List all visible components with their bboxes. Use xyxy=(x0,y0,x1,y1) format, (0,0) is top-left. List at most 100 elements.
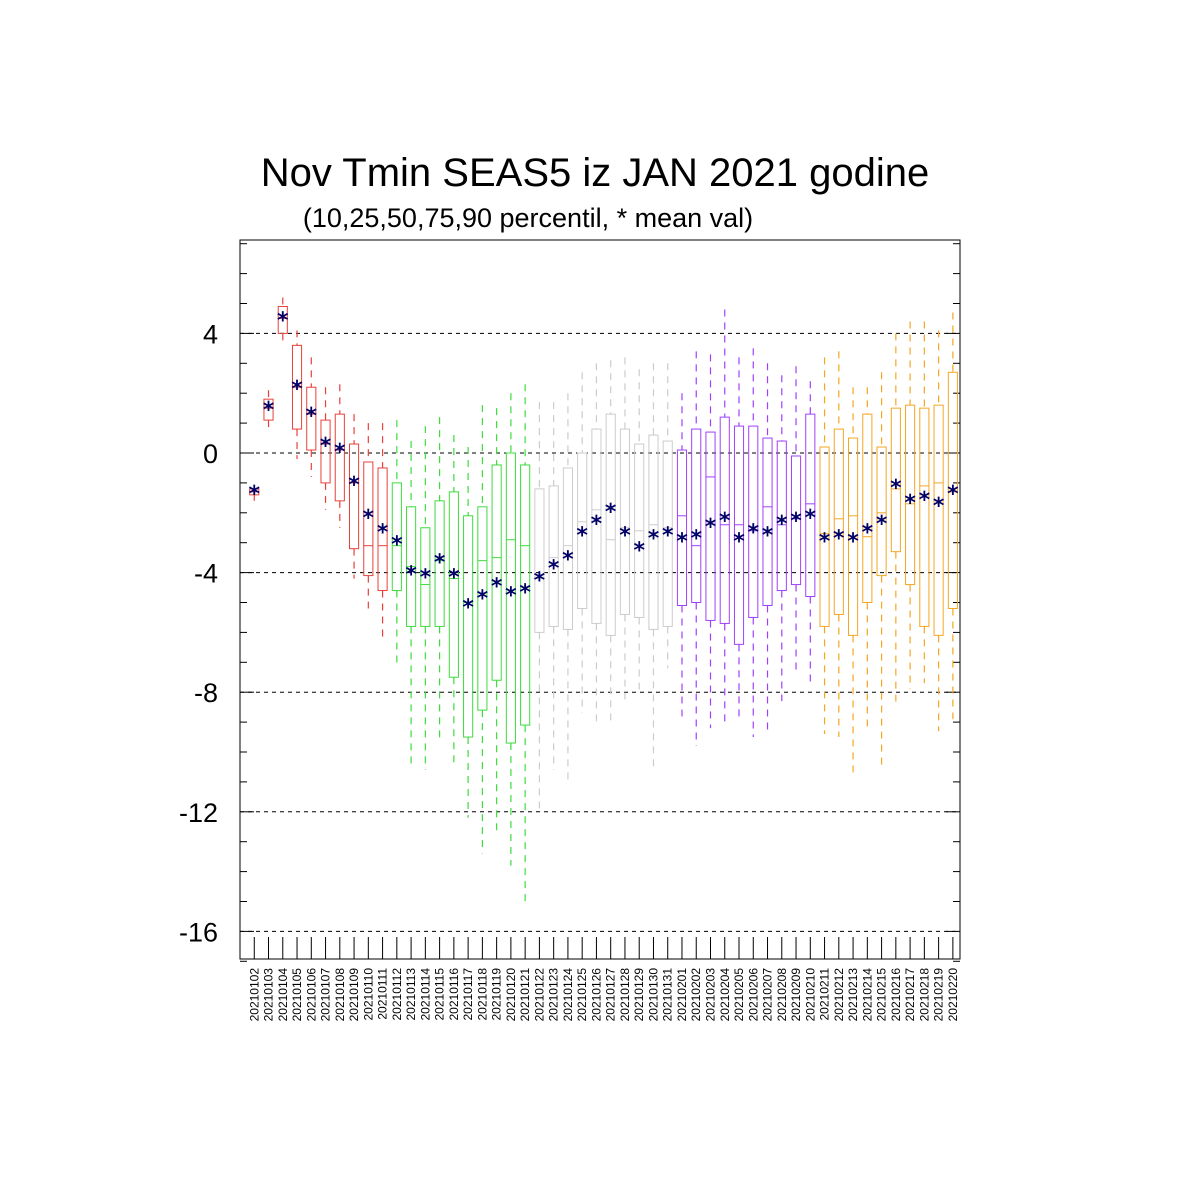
box xyxy=(862,413,873,603)
mean-marker: * xyxy=(919,488,931,513)
mean-marker: * xyxy=(363,506,375,531)
mean-marker: * xyxy=(947,482,959,507)
box xyxy=(619,428,631,615)
mean-marker: * xyxy=(904,491,916,516)
x-tick-label: 20210217 xyxy=(903,968,917,1022)
x-tick-label: 20210203 xyxy=(703,968,717,1022)
x-tick-label: 20210102 xyxy=(247,968,261,1022)
mean-marker: * xyxy=(576,524,588,549)
mean-marker: * xyxy=(819,530,831,555)
mean-marker: * xyxy=(434,551,446,576)
mean-marker: * xyxy=(548,557,560,582)
box xyxy=(933,404,944,636)
mean-marker: * xyxy=(633,539,645,564)
mean-markers: ****** **** ** **** * * * * * * ** * *** * * * * * ** * * * * *… xyxy=(248,308,959,620)
x-tick-label: 20210204 xyxy=(718,968,732,1022)
mean-marker: * xyxy=(705,515,717,540)
y-tick-label: -4 xyxy=(194,559,218,589)
box xyxy=(919,407,930,627)
box xyxy=(562,467,573,630)
mean-marker: * xyxy=(733,530,745,555)
x-tick-label: 20210109 xyxy=(347,968,361,1022)
chart-title: Nov Tmin SEAS5 iz JAN 2021 godine xyxy=(261,151,930,195)
x-tick-label: 20210116 xyxy=(447,968,461,1021)
mean-marker: * xyxy=(690,527,702,552)
mean-marker: * xyxy=(933,494,945,519)
x-tick-label: 20210202 xyxy=(689,968,703,1022)
x-tick-label: 20210108 xyxy=(333,968,347,1022)
y-tick-label: -12 xyxy=(179,798,218,828)
x-tick-label: 20210131 xyxy=(661,968,675,1022)
mean-marker: * xyxy=(334,440,346,465)
box xyxy=(505,452,516,744)
mean-marker: * xyxy=(562,548,574,573)
x-tick-label: 20210219 xyxy=(932,968,946,1022)
box xyxy=(848,437,859,636)
x-tick-label: 20210123 xyxy=(547,968,561,1022)
x-tick-label: 20210206 xyxy=(746,968,760,1022)
mean-marker: * xyxy=(320,434,332,459)
x-tick-label: 20210122 xyxy=(532,968,546,1022)
mean-marker: * xyxy=(448,566,460,591)
minor-ticks xyxy=(240,243,960,962)
box xyxy=(762,437,773,606)
x-tick-label: 20210205 xyxy=(732,968,746,1022)
box xyxy=(776,440,787,592)
mean-marker: * xyxy=(277,308,289,333)
x-tick-label: 20210118 xyxy=(475,968,489,1021)
box xyxy=(876,446,887,577)
box xyxy=(819,446,830,627)
y-tick-label: 4 xyxy=(203,319,218,349)
x-tick-label: 20210107 xyxy=(319,968,333,1022)
mean-marker: * xyxy=(762,524,774,549)
x-tick-label: 20210115 xyxy=(433,968,447,1021)
plot-frame xyxy=(239,239,961,960)
mean-marker: * xyxy=(248,482,260,507)
x-tick-label: 20210111 xyxy=(376,968,390,1020)
mean-marker: * xyxy=(291,377,303,402)
y-tick-label: -16 xyxy=(179,917,218,947)
mean-marker: * xyxy=(619,524,631,549)
box xyxy=(719,416,730,624)
x-tick-label: 20210124 xyxy=(561,968,575,1022)
box xyxy=(520,464,531,726)
x-tick-label: 20210127 xyxy=(604,968,618,1022)
box xyxy=(605,413,616,636)
mean-marker: * xyxy=(519,581,531,606)
x-tick-label: 20210113 xyxy=(404,968,418,1021)
x-tick-label: 20210208 xyxy=(775,968,789,1022)
x-tick-label: 20210117 xyxy=(461,968,475,1021)
x-tick-label: 20210216 xyxy=(889,968,903,1022)
box xyxy=(434,500,445,627)
box xyxy=(263,398,274,421)
box xyxy=(277,305,288,334)
box xyxy=(705,431,716,621)
mean-marker: * xyxy=(505,584,517,609)
x-tick-label: 20210215 xyxy=(875,968,889,1022)
x-tick-label: 20210125 xyxy=(575,968,589,1022)
mean-marker: * xyxy=(805,506,817,531)
box xyxy=(748,425,759,618)
mean-marker: * xyxy=(605,500,617,525)
x-tick-label: 20210209 xyxy=(789,968,803,1022)
box xyxy=(320,419,331,484)
box xyxy=(306,386,317,451)
mean-marker: * xyxy=(676,530,688,555)
box xyxy=(648,434,659,630)
x-tick-label: 20210211 xyxy=(818,968,832,1021)
grid-lines xyxy=(240,332,960,932)
box xyxy=(805,413,816,598)
x-tick-label: 20210120 xyxy=(504,968,518,1022)
mean-marker: * xyxy=(477,587,489,612)
x-tick-label: 20210201 xyxy=(675,968,689,1022)
mean-marker: * xyxy=(847,530,859,555)
box xyxy=(348,443,360,550)
mean-marker: * xyxy=(420,566,432,591)
x-tick-label: 20210126 xyxy=(589,968,603,1022)
x-tick-label: 20210210 xyxy=(803,968,817,1022)
y-tick-label: -8 xyxy=(194,678,218,708)
mean-marker: * xyxy=(491,575,503,600)
box xyxy=(577,452,588,609)
box xyxy=(790,455,802,586)
